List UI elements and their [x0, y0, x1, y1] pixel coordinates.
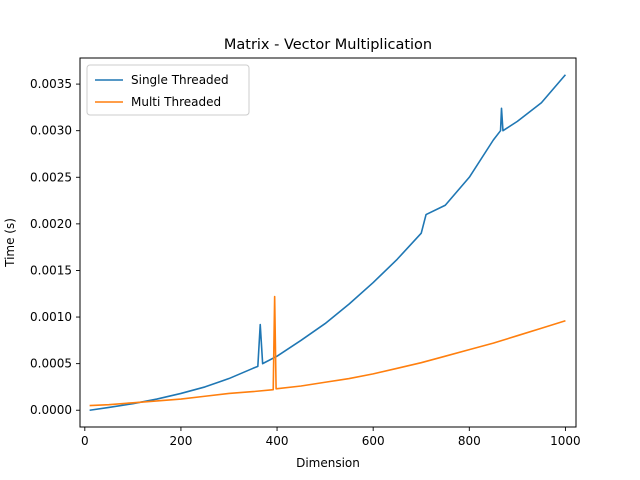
series-line-single-threaded	[89, 74, 567, 412]
series-line-multi-threaded	[89, 295, 566, 407]
x-tick-label: 1000	[550, 434, 581, 448]
legend-label-single-threaded: Single Threaded	[131, 73, 229, 87]
y-tick-label: 0.0010	[30, 310, 72, 324]
ticks-layer: 0 200 400 600 800 1000 0.0000 0.0005 0.0010 0.001…	[30, 77, 581, 448]
legend-label-multi-threaded: Multi Threaded	[131, 95, 221, 109]
y-tick-label: 0.0020	[30, 217, 72, 231]
x-tick-label: 400	[266, 434, 289, 448]
x-tick-label: 200	[169, 434, 192, 448]
x-tick-label: 600	[362, 434, 385, 448]
y-tick-label: 0.0005	[30, 357, 72, 371]
legend-box	[86, 64, 250, 116]
x-tick-label: 0	[81, 434, 89, 448]
plot-layer	[89, 74, 567, 412]
y-tick-label: 0.0030	[30, 124, 72, 138]
y-tick-label: 0.0025	[30, 170, 72, 184]
y-tick-label: 0.0015	[30, 263, 72, 277]
chart-title: Matrix - Vector Multiplication	[224, 37, 432, 53]
x-axis-label: Dimension	[296, 456, 360, 470]
legend: Single Threaded Multi Threaded	[86, 64, 250, 116]
y-axis-label: Time (s)	[3, 218, 17, 268]
y-tick-label: 0.0000	[30, 403, 72, 417]
x-tick-label: 800	[458, 434, 481, 448]
y-tick-label: 0.0035	[30, 77, 72, 91]
axes-frame	[79, 57, 577, 428]
